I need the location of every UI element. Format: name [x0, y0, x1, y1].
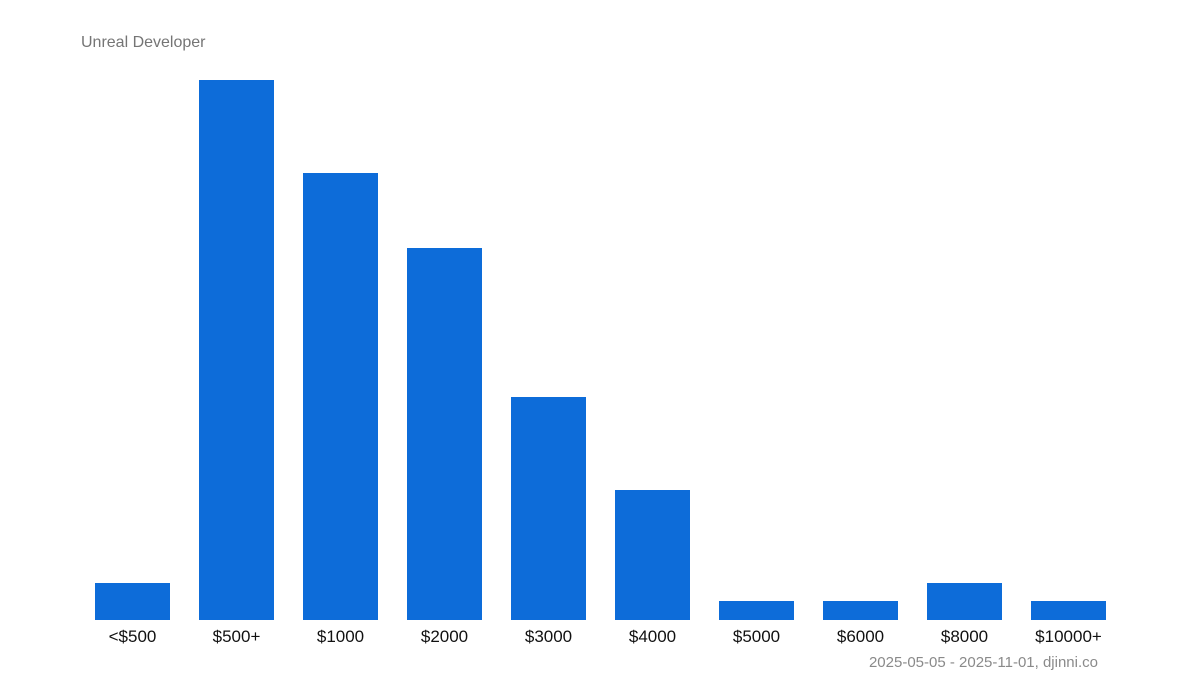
x-axis-label: $1000: [316, 627, 365, 646]
x-axis-label: <$500: [108, 627, 157, 646]
bar[interactable]: [927, 582, 1002, 620]
chart-footer: 2025-05-05 - 2025-11-01, djinni.co: [868, 654, 1098, 671]
bar[interactable]: [303, 173, 378, 620]
bar[interactable]: [199, 80, 274, 620]
x-axis-label: $8000: [940, 627, 989, 646]
x-axis-label: $3000: [524, 627, 573, 646]
bar[interactable]: [407, 247, 482, 620]
bar[interactable]: [615, 489, 690, 620]
bar[interactable]: [95, 582, 170, 620]
x-axis-label: $500+: [212, 627, 261, 646]
x-axis-label: $4000: [628, 627, 677, 646]
bar[interactable]: [719, 601, 794, 620]
bar[interactable]: [1031, 601, 1106, 620]
x-axis-label: $2000: [420, 627, 469, 646]
x-axis-label: $5000: [732, 627, 781, 646]
bar[interactable]: [511, 396, 586, 620]
x-axis-label: $6000: [836, 627, 885, 646]
chart-title: Unreal Developer: [81, 34, 206, 51]
x-axis-label: $10000+: [1035, 627, 1102, 646]
bar[interactable]: [823, 601, 898, 620]
